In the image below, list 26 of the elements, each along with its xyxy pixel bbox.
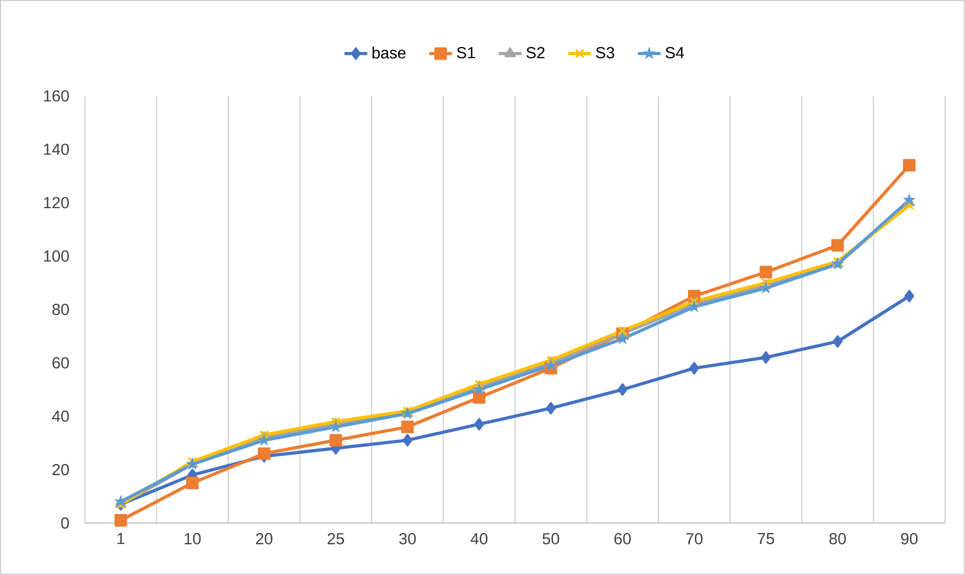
- x-tick-label: 10: [184, 533, 201, 544]
- legend-label: S4: [666, 47, 684, 58]
- x-tick-label: 50: [542, 533, 560, 544]
- x-tick-label: 1: [118, 533, 124, 544]
- x-tick-label: 30: [399, 533, 416, 544]
- x-tick-label: 70: [686, 533, 703, 544]
- x-tick-label: 20: [256, 533, 272, 544]
- legend-label: S3: [596, 47, 614, 58]
- y-tick-label: 60: [52, 357, 69, 369]
- legend-label: S1: [456, 47, 476, 58]
- x-tick-label: 40: [470, 533, 488, 544]
- y-tick-label: 120: [44, 197, 69, 208]
- x-tick-label: 25: [328, 533, 344, 544]
- y-tick-label: 160: [44, 90, 69, 102]
- y-tick-label: 0: [61, 517, 69, 529]
- y-tick-label: 80: [52, 304, 69, 316]
- x-tick-label: 80: [829, 533, 846, 544]
- y-tick-label: 40: [52, 410, 69, 422]
- legend-label: base: [372, 46, 406, 59]
- y-tick-label: 100: [44, 250, 69, 262]
- x-tick-label: 90: [901, 533, 918, 544]
- x-tick-label: 75: [758, 533, 774, 544]
- y-tick-label: 20: [52, 464, 69, 476]
- legend-label: S2: [526, 47, 545, 58]
- y-tick-label: 140: [44, 144, 69, 155]
- x-tick-label: 60: [614, 533, 631, 544]
